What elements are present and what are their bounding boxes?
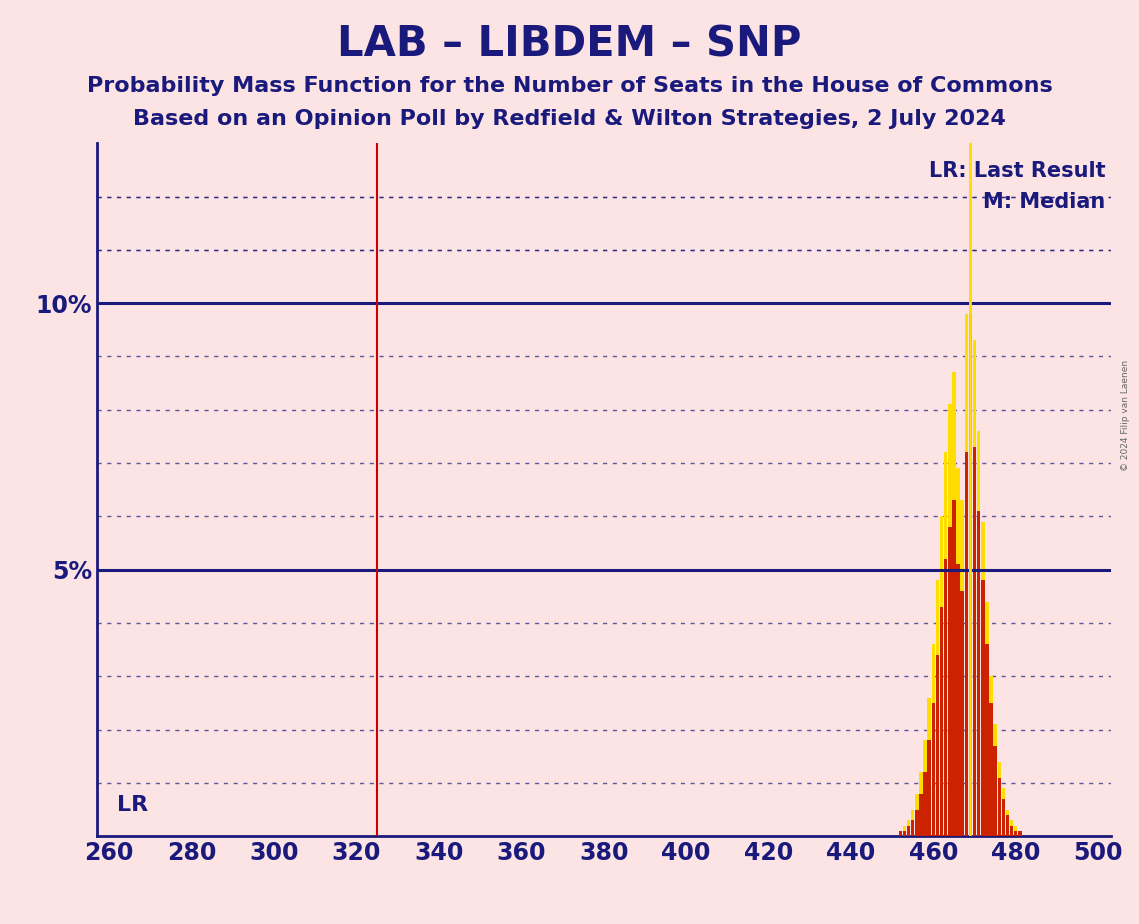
Bar — [977, 511, 981, 836]
Bar — [965, 453, 968, 836]
Bar — [940, 607, 943, 836]
Text: LR: Last Result: LR: Last Result — [928, 161, 1106, 180]
Bar — [968, 186, 973, 836]
Bar — [915, 809, 918, 836]
Bar — [948, 527, 951, 836]
Bar — [899, 831, 902, 836]
Bar — [973, 340, 976, 836]
Bar — [990, 676, 993, 836]
Bar — [899, 831, 902, 836]
Bar — [927, 698, 931, 836]
Bar — [924, 740, 927, 836]
Bar — [957, 565, 960, 836]
Bar — [981, 580, 984, 836]
Bar — [1018, 831, 1022, 836]
Bar — [907, 825, 910, 836]
Bar — [957, 468, 960, 836]
Bar — [944, 453, 948, 836]
Bar — [981, 522, 984, 836]
Bar — [911, 821, 915, 836]
Bar — [998, 761, 1001, 836]
Bar — [1001, 799, 1005, 836]
Bar — [1018, 831, 1022, 836]
Bar — [1010, 821, 1014, 836]
Bar — [932, 703, 935, 836]
Bar — [927, 740, 931, 836]
Bar — [919, 772, 923, 836]
Bar — [1006, 815, 1009, 836]
Bar — [940, 517, 943, 836]
Bar — [903, 831, 907, 836]
Bar — [960, 591, 964, 836]
Bar — [973, 447, 976, 836]
Bar — [944, 559, 948, 836]
Bar — [998, 778, 1001, 836]
Bar — [919, 794, 923, 836]
Bar — [977, 432, 981, 836]
Bar — [1010, 825, 1014, 836]
Bar — [952, 501, 956, 836]
Bar — [965, 314, 968, 836]
Bar — [952, 372, 956, 836]
Bar — [911, 809, 915, 836]
Bar — [932, 644, 935, 836]
Bar — [924, 772, 927, 836]
Text: © 2024 Filip van Laenen: © 2024 Filip van Laenen — [1121, 360, 1130, 471]
Bar — [993, 746, 997, 836]
Text: LAB – LIBDEM – SNP: LAB – LIBDEM – SNP — [337, 23, 802, 65]
Bar — [993, 724, 997, 836]
Bar — [1014, 825, 1017, 836]
Bar — [936, 580, 940, 836]
Bar — [1001, 788, 1005, 836]
Text: M: Median: M: Median — [983, 192, 1106, 212]
Bar — [1006, 809, 1009, 836]
Bar — [985, 602, 989, 836]
Bar — [985, 644, 989, 836]
Bar — [907, 821, 910, 836]
Bar — [948, 405, 951, 836]
Bar — [990, 703, 993, 836]
Bar — [936, 655, 940, 836]
Bar — [1014, 831, 1017, 836]
Text: Based on an Opinion Poll by Redfield & Wilton Strategies, 2 July 2024: Based on an Opinion Poll by Redfield & W… — [133, 109, 1006, 129]
Text: LR: LR — [117, 795, 148, 815]
Text: Probability Mass Function for the Number of Seats in the House of Commons: Probability Mass Function for the Number… — [87, 76, 1052, 96]
Bar — [903, 825, 907, 836]
Bar — [968, 314, 973, 836]
Bar — [960, 501, 964, 836]
Bar — [915, 794, 918, 836]
